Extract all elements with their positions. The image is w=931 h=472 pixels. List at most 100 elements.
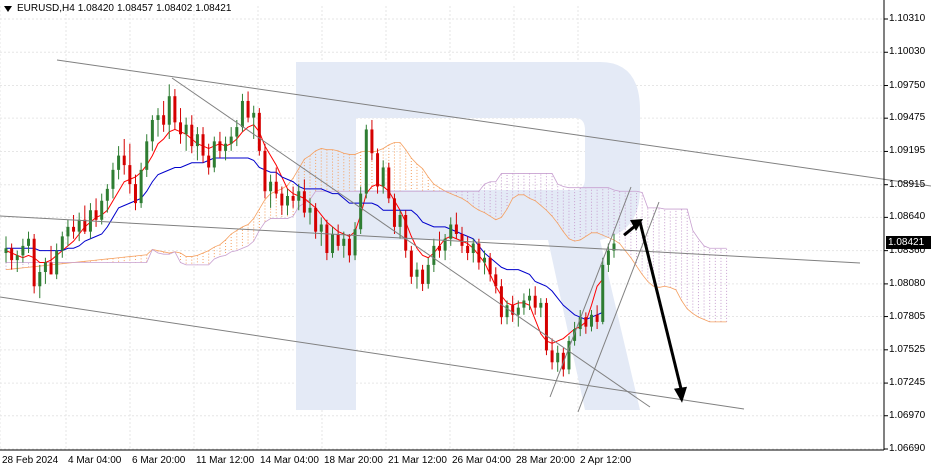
candle — [364, 124, 368, 199]
candle — [297, 184, 301, 211]
candle-body — [432, 245, 436, 265]
y-tick-label: 1.09475 — [889, 112, 926, 124]
candle — [38, 264, 42, 299]
dropdown-triangle-icon[interactable] — [4, 5, 12, 12]
y-tick-label: 1.08360 — [889, 244, 926, 256]
high-value: 1.08457 — [116, 3, 154, 14]
candle-body — [167, 96, 171, 125]
candle-body — [246, 100, 250, 118]
candle-body — [415, 269, 419, 277]
candle — [66, 219, 70, 246]
candle-body — [72, 226, 76, 232]
candle — [404, 210, 408, 258]
candle-body — [184, 124, 188, 135]
candle — [398, 210, 402, 239]
candle-body — [27, 238, 31, 246]
candle — [133, 174, 137, 211]
candle — [32, 234, 36, 294]
candle-body — [195, 134, 199, 147]
candle — [454, 212, 458, 239]
candle — [381, 160, 385, 194]
candle-body — [55, 250, 59, 275]
candle — [49, 245, 53, 275]
candle-body — [201, 134, 205, 156]
candle — [212, 136, 216, 173]
y-tick-label: 1.08640 — [889, 211, 926, 223]
candle-body — [302, 191, 306, 213]
candle — [533, 286, 537, 315]
candle-body — [314, 207, 318, 232]
candle — [589, 310, 593, 332]
candle — [21, 238, 25, 263]
candle — [257, 108, 261, 156]
candle — [325, 219, 329, 261]
candle-body — [83, 219, 87, 232]
candle — [544, 298, 548, 356]
candle — [252, 105, 256, 139]
y-tick-label: 1.09750 — [889, 79, 926, 91]
candle — [27, 231, 31, 254]
candle-body — [511, 305, 515, 315]
candle-body — [263, 150, 267, 192]
candle — [77, 212, 81, 242]
candle — [145, 134, 149, 177]
candle-body — [505, 305, 509, 318]
candle-body — [145, 141, 149, 170]
candle-body — [342, 238, 346, 246]
candle-body — [483, 257, 487, 263]
candle — [224, 136, 228, 161]
candle — [94, 198, 98, 227]
candle — [471, 238, 475, 263]
candle — [4, 236, 8, 263]
candle — [195, 127, 199, 161]
candle-body — [297, 191, 301, 201]
candle — [347, 234, 351, 263]
candle-body — [105, 188, 109, 201]
y-tick-label: 1.06970 — [889, 409, 926, 421]
candle-body — [32, 238, 36, 287]
candle-body — [353, 229, 357, 256]
candle-body — [66, 226, 70, 237]
candle — [201, 127, 205, 163]
forecast-arrows — [623, 219, 687, 403]
candle-body — [488, 257, 492, 275]
candle-body — [162, 115, 166, 125]
candle-body — [156, 115, 160, 120]
candle — [342, 231, 346, 258]
candle — [550, 338, 554, 370]
candle-body — [240, 100, 244, 128]
candle-body — [280, 193, 284, 206]
candle — [10, 243, 14, 270]
candle — [488, 253, 492, 282]
candle-body — [285, 195, 289, 206]
candle-body — [38, 272, 42, 287]
candle-body — [150, 119, 154, 142]
candle — [437, 231, 441, 258]
candle — [179, 108, 183, 144]
candle — [207, 143, 211, 175]
candle-body — [207, 155, 211, 168]
candle-body — [190, 124, 194, 147]
candle-body — [376, 153, 380, 187]
candle — [269, 174, 273, 208]
candle — [218, 131, 222, 158]
candle-body — [606, 250, 610, 265]
candle-body — [60, 236, 64, 251]
symbol-label: EURUSD,H4 — [17, 3, 75, 14]
candle-body — [544, 302, 548, 351]
candle-body — [291, 195, 295, 201]
candle-body — [15, 255, 19, 261]
candle-body — [466, 245, 470, 254]
candle — [190, 115, 194, 154]
y-tick-label: 1.08080 — [889, 277, 926, 289]
y-tick-label: 1.09195 — [889, 145, 926, 157]
candle-body — [533, 295, 537, 308]
candle — [167, 84, 171, 139]
candle-body — [274, 181, 278, 194]
y-tick-label: 1.07525 — [889, 343, 926, 355]
candle — [494, 267, 498, 294]
candle-body — [100, 200, 104, 220]
candle — [516, 300, 520, 327]
candle — [466, 236, 470, 261]
